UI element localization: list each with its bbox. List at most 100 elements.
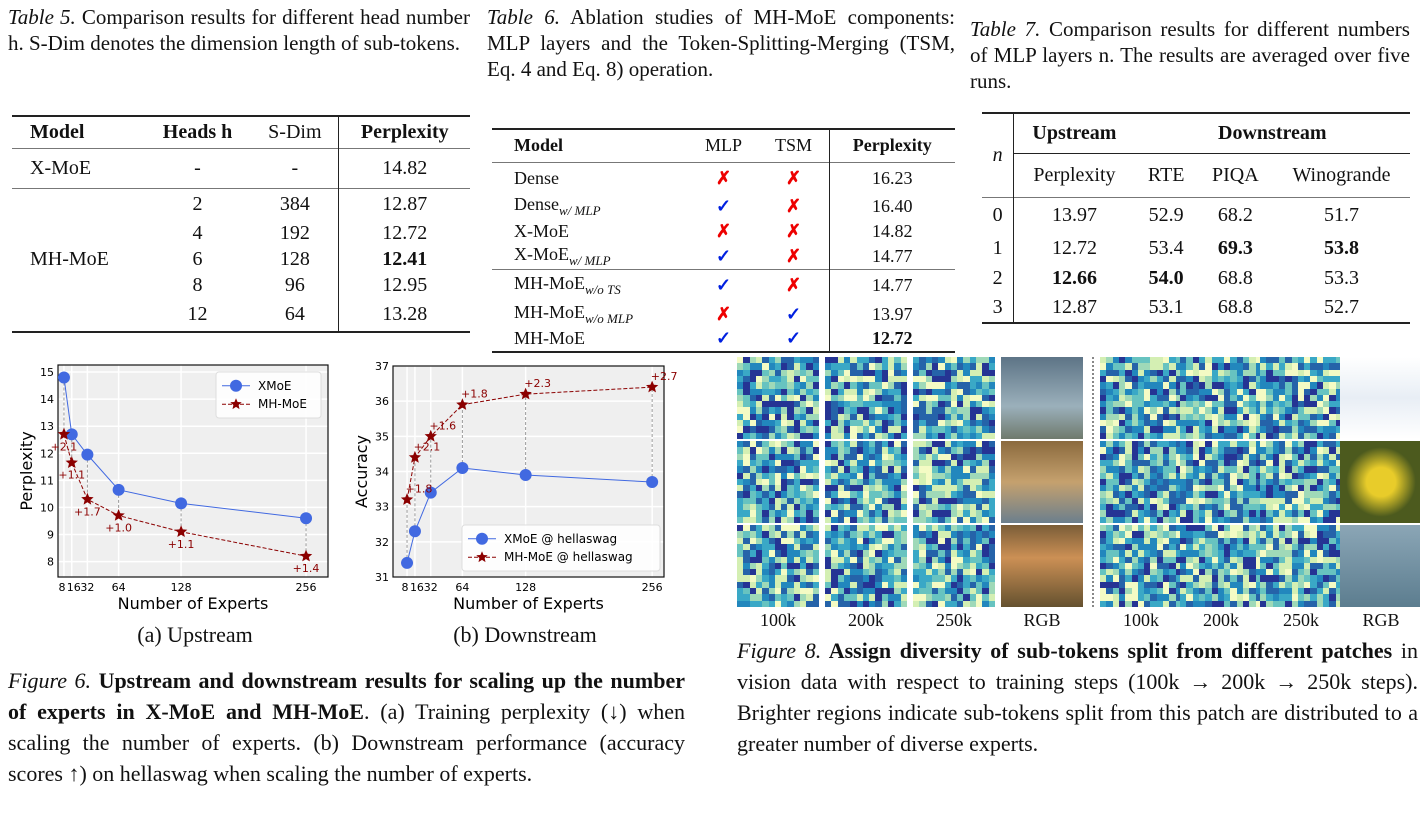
mhmoe-point — [81, 492, 94, 505]
x-tick-label: 64 — [455, 581, 469, 594]
cell: 14.82 — [872, 221, 913, 241]
cell: 53.1 — [1148, 296, 1184, 318]
cell: 51.7 — [1323, 203, 1359, 226]
diversity-heatmap — [913, 525, 995, 607]
gain-annotation: +1.1 — [58, 469, 85, 482]
cell: 68.2 — [1217, 203, 1253, 226]
check-icon: ✓ — [785, 303, 802, 324]
column-label: 100k — [1123, 610, 1159, 630]
mhmoe-point — [519, 387, 532, 400]
cell: 13.97 — [872, 303, 913, 324]
diversity-heatmap — [1180, 441, 1262, 523]
cell: 2 — [192, 192, 203, 215]
col-header: Heads h — [162, 120, 233, 143]
x-axis-label: Number of Experts — [118, 594, 269, 613]
cross-icon: ✗ — [715, 221, 732, 241]
col-header: Perplexity — [1033, 163, 1116, 186]
caption-bold: Assign diversity of sub-tokens split fro… — [821, 638, 1393, 663]
cell: 68.8 — [1217, 266, 1253, 289]
xmoe-point — [401, 556, 414, 569]
subscript: w/ MLP — [558, 203, 601, 218]
table-row: MH-MoEw/o TS ✓ ✗ 14.77 — [492, 269, 955, 302]
cell: 69.3 — [1217, 236, 1253, 259]
gain-annotation: +1.7 — [74, 505, 101, 518]
cell: X-MoE — [30, 156, 92, 179]
cross-icon: ✗ — [785, 275, 802, 296]
subscript: w/o TS — [585, 282, 621, 298]
check-icon: ✓ — [715, 246, 732, 266]
mhmoe-point — [65, 456, 78, 468]
legend-label: XMoE — [258, 379, 292, 393]
check-icon: ✓ — [715, 328, 732, 348]
y-tick-label: 31 — [375, 571, 389, 584]
table-row: MH-MoEw/o MLP ✗ ✓ 13.97 — [492, 301, 955, 327]
y-tick-label: 32 — [375, 536, 389, 549]
cell: 12.95 — [338, 272, 470, 298]
figure-label: Figure 8. — [737, 638, 822, 663]
legend-circle-icon — [230, 379, 242, 392]
cell: 2 — [992, 266, 1003, 289]
cell: - — [194, 156, 201, 179]
cell: 14.77 — [872, 246, 913, 266]
mhmoe-point — [646, 380, 659, 393]
x-tick-label: 16 — [410, 581, 424, 594]
diversity-heatmap — [1260, 525, 1342, 607]
column-label: 100k — [760, 610, 796, 630]
table5: Model Heads h S-Dim Perplexity X-MoE - - 14.82… — [12, 115, 470, 333]
y-tick-label: 15 — [40, 366, 54, 379]
diversity-heatmap — [825, 357, 907, 439]
col-header: n — [982, 113, 1015, 197]
table-row: 2 12.66 54.0 68.8 53.3 — [982, 263, 1410, 293]
y-tick-label: 8 — [47, 556, 54, 569]
check-icon: ✓ — [715, 275, 732, 296]
legend-label: MH-MoE @ hellaswag — [504, 550, 633, 564]
gain-annotation: +2.1 — [51, 440, 78, 453]
cell: MH-MoE — [30, 248, 109, 271]
xmoe-point — [646, 476, 659, 489]
diversity-heatmap — [913, 441, 995, 523]
cell: 12.66 — [1051, 266, 1097, 289]
x-tick-label: 32 — [80, 581, 94, 594]
xmoe-point — [456, 461, 469, 474]
rgb-image — [1001, 441, 1083, 523]
diversity-heatmap — [737, 525, 819, 607]
cell: 52.9 — [1148, 203, 1184, 226]
column-label: 250k — [936, 610, 972, 630]
xmoe-line — [63, 377, 307, 519]
column-label: 200k — [1203, 610, 1239, 630]
cell: 192 — [279, 221, 310, 244]
col-header: MLP — [705, 135, 743, 156]
table-label: Table 6. — [487, 5, 560, 29]
col-header: Perplexity — [338, 116, 470, 148]
cell: 0 — [992, 203, 1003, 226]
table-row: 3 12.87 53.1 68.8 52.7 — [982, 293, 1410, 323]
mhmoe-point — [112, 509, 125, 521]
mhmoe-line — [406, 386, 653, 500]
gain-annotation: +1.0 — [105, 522, 132, 535]
column-label: 250k — [1283, 610, 1319, 630]
x-tick-label: 128 — [171, 581, 192, 594]
cell: 52.7 — [1323, 296, 1359, 318]
figure-label: Figure 6. — [8, 668, 92, 693]
diversity-heatmap — [1100, 441, 1182, 523]
legend-label: MH-MoE — [258, 397, 307, 411]
gain-annotation: +1.4 — [293, 562, 320, 575]
table-row: 1 12.72 53.4 69.3 53.8 — [982, 233, 1410, 263]
cell: 12.72 — [1051, 236, 1097, 259]
gain-annotation: +1.1 — [168, 538, 195, 551]
xmoe-point — [65, 428, 78, 441]
cross-icon: ✗ — [785, 246, 802, 266]
subscript: w/ MLP — [569, 253, 611, 268]
cell: 384 — [279, 192, 310, 215]
cell: 16.40 — [872, 196, 913, 216]
cell: 12.41 — [382, 247, 428, 270]
cell: 4 — [192, 221, 203, 244]
table-row: 0 13.97 52.9 68.2 51.7 — [982, 197, 1410, 233]
legend-star-icon — [476, 551, 488, 563]
cell: - — [291, 156, 299, 179]
xmoe-point — [300, 512, 313, 525]
diversity-heatmap — [1260, 357, 1342, 439]
y-tick-label: 33 — [375, 501, 389, 514]
x-axis-label: Number of Experts — [453, 594, 604, 613]
